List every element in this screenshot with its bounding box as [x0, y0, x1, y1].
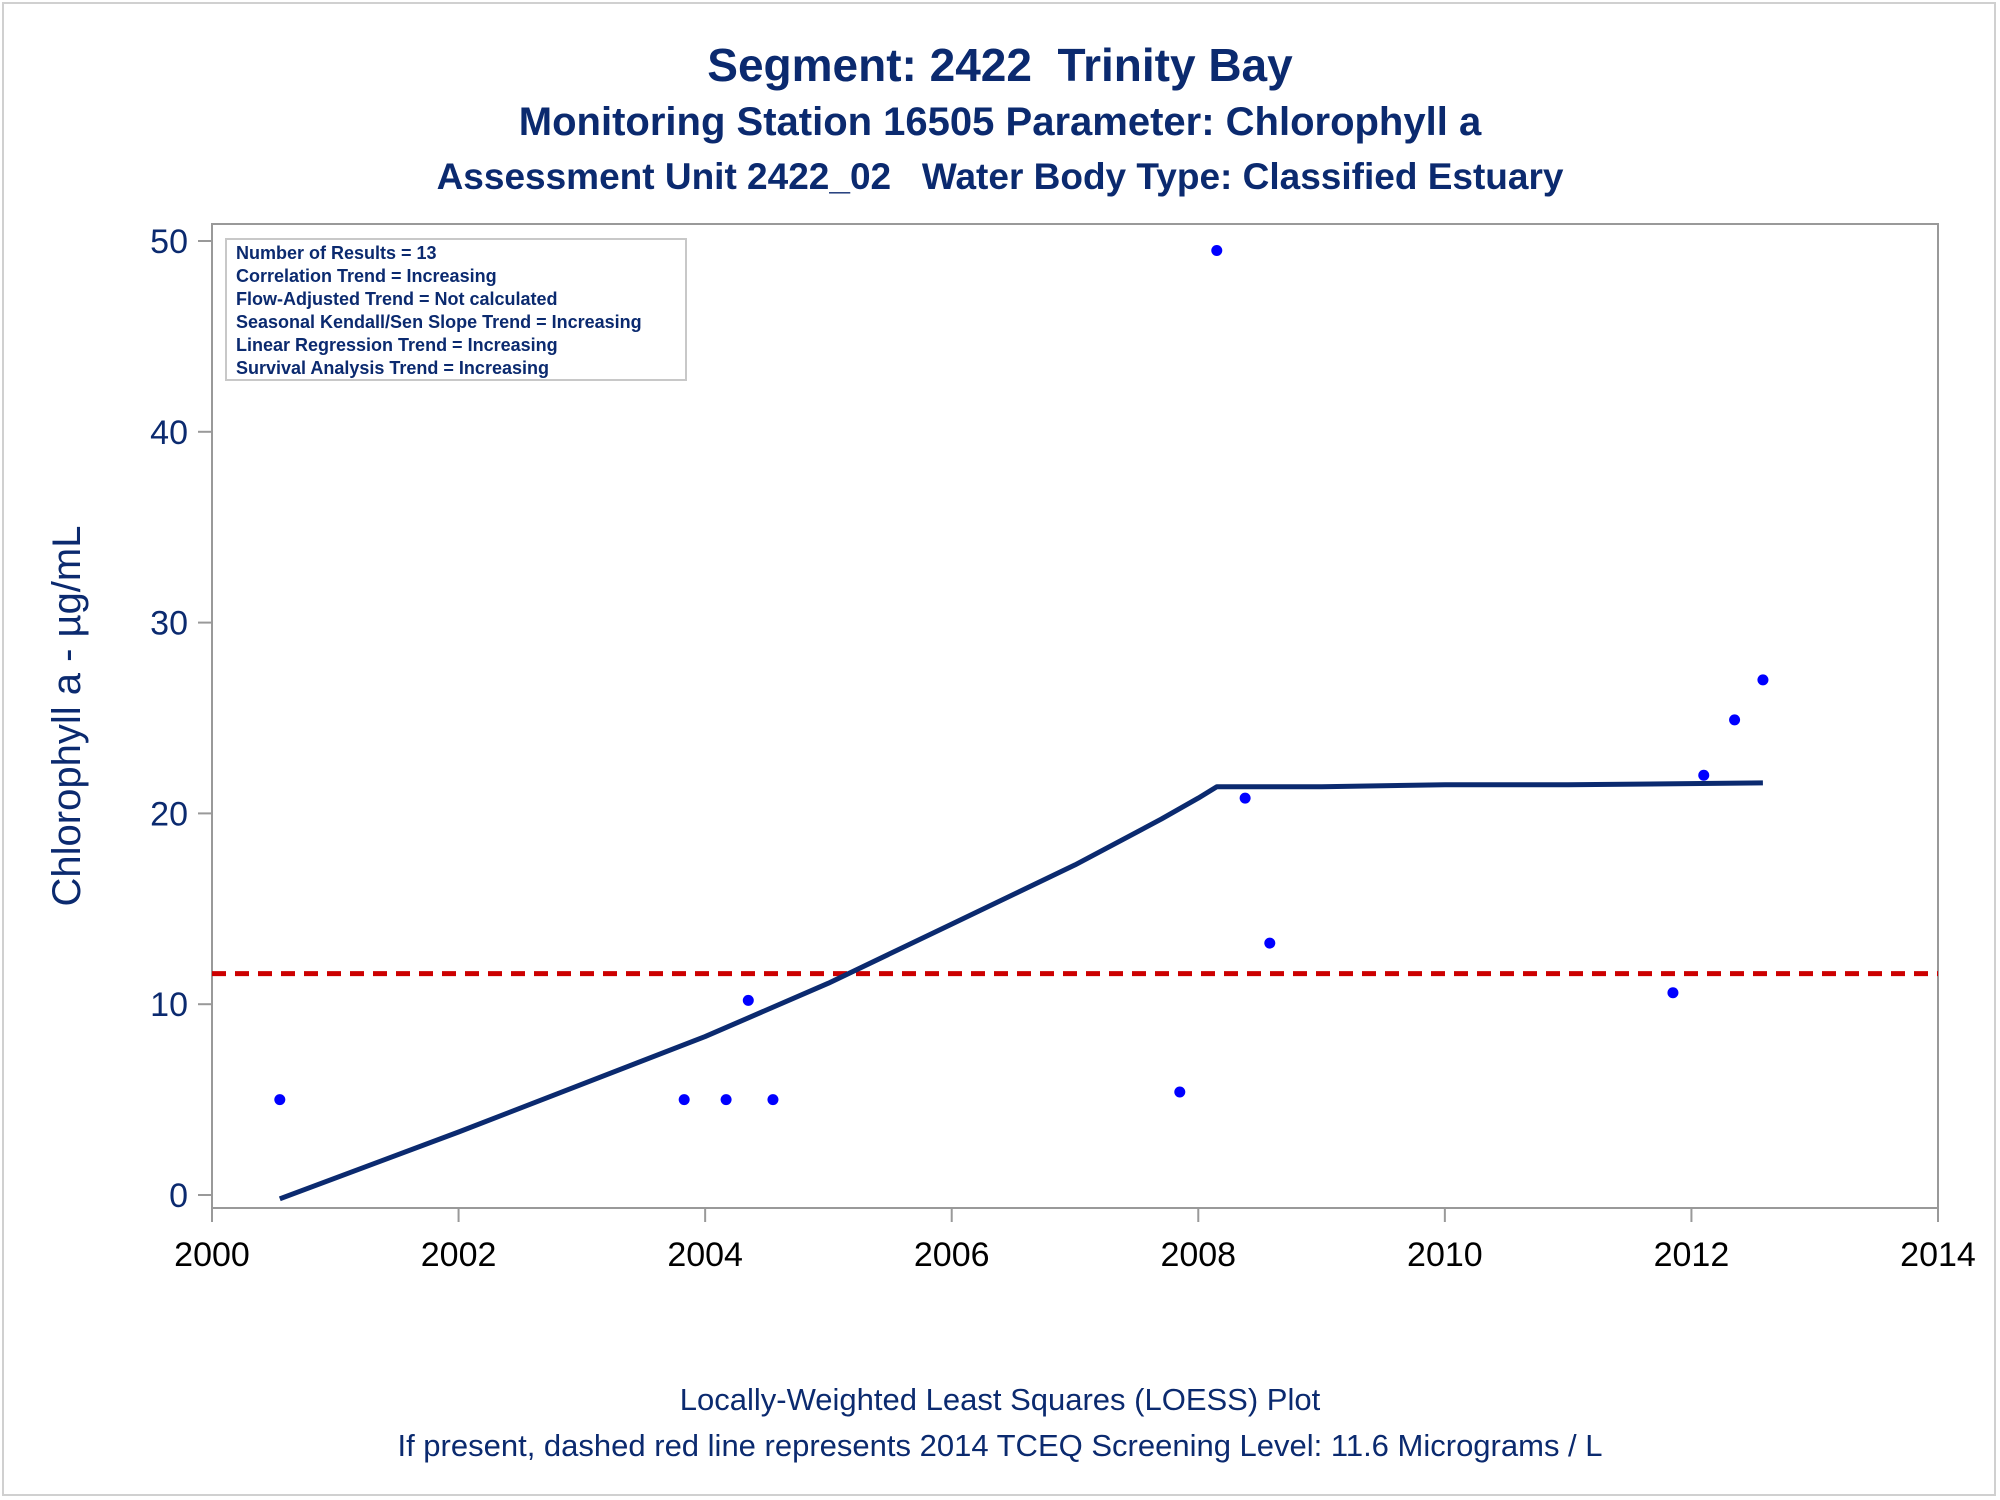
data-point-8: [1239, 792, 1251, 804]
x-tick-label-2014: 2014: [1900, 1236, 1976, 1274]
x-tick-label-2006: 2006: [914, 1236, 990, 1274]
stats-line-6: Survival Analysis Trend = Increasing: [236, 358, 549, 378]
data-point-5: [767, 1094, 779, 1106]
footer-line-2: If present, dashed red line represents 2…: [397, 1428, 1603, 1463]
stats-line-1: Number of Results = 13: [236, 243, 437, 263]
y-tick-label-30: 30: [150, 605, 188, 643]
stats-line-3: Flow-Adjusted Trend = Not calculated: [236, 289, 558, 309]
data-point-7: [1211, 245, 1223, 257]
x-tick-label-2012: 2012: [1654, 1236, 1730, 1274]
data-point-2: [678, 1094, 690, 1106]
loess-line: [278, 780, 1763, 1202]
plot-area-border: [211, 223, 1939, 1209]
chart-subtitle-2: Assessment Unit 2422_02 Water Body Type:…: [436, 156, 1564, 197]
chart-subtitle: Monitoring Station 16505 Parameter: Chlo…: [518, 100, 1482, 144]
stats-line-2: Correlation Trend = Increasing: [236, 266, 497, 286]
y-tick-label-40: 40: [150, 414, 188, 452]
x-tick-label-2008: 2008: [1160, 1236, 1236, 1274]
data-point-1: [274, 1094, 286, 1106]
data-point-11: [1698, 769, 1710, 781]
data-point-3: [720, 1094, 732, 1106]
data-point-12: [1729, 714, 1741, 726]
y-tick-label-50: 50: [150, 223, 188, 261]
x-tick-label-2010: 2010: [1407, 1236, 1483, 1274]
data-point-10: [1667, 987, 1679, 999]
x-tick-label-2002: 2002: [421, 1236, 497, 1274]
x-tick-label-2004: 2004: [667, 1236, 743, 1274]
data-point-13: [1757, 674, 1769, 686]
stats-line-5: Linear Regression Trend = Increasing: [236, 335, 558, 355]
data-point-6: [1174, 1086, 1186, 1098]
chart-title: Segment: 2422 Trinity Bay: [707, 39, 1293, 91]
stats-box: [225, 238, 687, 381]
stats-line-4: Seasonal Kendall/Sen Slope Trend = Incre…: [236, 312, 642, 332]
data-point-9: [1264, 937, 1276, 949]
y-tick-label-20: 20: [150, 795, 188, 833]
x-tick-label-2000: 2000: [174, 1236, 250, 1274]
y-axis-label: Chlorophyll a - µg/mL: [45, 526, 89, 907]
y-tick-label-0: 0: [169, 1177, 188, 1215]
data-point-4: [742, 994, 754, 1006]
y-tick-label-10: 10: [150, 986, 188, 1024]
footer-line-1: Locally-Weighted Least Squares (LOESS) P…: [679, 1382, 1321, 1417]
